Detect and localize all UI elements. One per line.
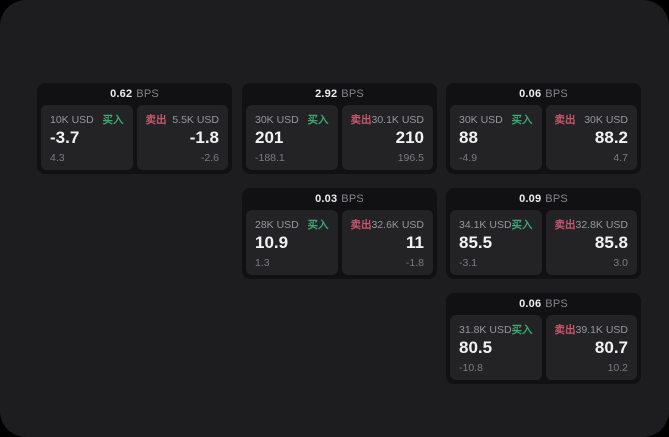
sell-size-label: 32.6K USD (371, 219, 425, 231)
sell-side-label: 卖出 (554, 324, 576, 336)
quote-card: 0.09 BPS 34.1K USD 买入 85.5 -3.1 卖出 32.8K… (446, 188, 641, 279)
quote-panels: 34.1K USD 买入 85.5 -3.1 卖出 32.8K USD 85.8… (450, 210, 637, 275)
buy-quote-panel[interactable]: 10K USD 买入 -3.7 4.3 (41, 105, 133, 170)
sell-price: 85.8 (594, 233, 628, 252)
sell-sub-value: -1.8 (405, 257, 424, 269)
sell-price: 210 (395, 128, 424, 147)
buy-price: 10.9 (255, 233, 289, 252)
quote-panels: 10K USD 买入 -3.7 4.3 卖出 5.5K USD -1.8 -2.… (41, 105, 228, 170)
spread-value: 0.09 (519, 193, 542, 205)
buy-quote-panel[interactable]: 28K USD 买入 10.9 1.3 (246, 210, 338, 275)
buy-sub-value: -10.8 (459, 362, 483, 374)
sell-quote-panel[interactable]: 卖出 5.5K USD -1.8 -2.6 (136, 105, 228, 170)
sell-side-label: 卖出 (554, 219, 576, 231)
buy-sub-value: 1.3 (255, 257, 270, 269)
buy-price: 201 (255, 128, 284, 147)
sell-quote-panel[interactable]: 卖出 32.8K USD 85.8 3.0 (545, 210, 637, 275)
buy-price: 88 (459, 128, 478, 147)
buy-sub-value: -3.1 (459, 257, 478, 269)
buy-sub-value: -4.9 (459, 152, 478, 164)
sell-quote-panel[interactable]: 卖出 30.1K USD 210 196.5 (341, 105, 433, 170)
spread-value: 0.62 (110, 88, 133, 100)
buy-price: -3.7 (50, 128, 80, 147)
quote-card: 0.06 BPS 31.8K USD 买入 80.5 -10.8 卖出 39.1… (446, 293, 641, 384)
spread-unit-bps: BPS (545, 193, 568, 205)
buy-side-label: 买入 (102, 114, 124, 126)
sell-side-label: 卖出 (554, 114, 576, 126)
sell-side-label: 卖出 (350, 114, 372, 126)
spread-value: 0.06 (519, 88, 542, 100)
quote-panels: 30K USD 买入 88 -4.9 卖出 30K USD 88.2 4.7 (450, 105, 637, 170)
buy-quote-panel[interactable]: 31.8K USD 买入 80.5 -10.8 (450, 315, 542, 380)
quote-card: 2.92 BPS 30K USD 买入 201 -188.1 卖出 30.1K … (242, 83, 437, 174)
sell-sub-value: 3.0 (613, 257, 628, 269)
sell-sub-value: 196.5 (397, 152, 424, 164)
sell-size-label: 39.1K USD (575, 324, 629, 336)
sell-quote-panel[interactable]: 卖出 30K USD 88.2 4.7 (545, 105, 637, 170)
buy-price: 80.5 (459, 338, 493, 357)
buy-side-label: 买入 (511, 324, 533, 336)
spread-header: 0.06 BPS (450, 293, 637, 315)
spread-value: 2.92 (315, 88, 338, 100)
sell-price: 88.2 (594, 128, 628, 147)
spread-unit-bps: BPS (545, 88, 568, 100)
spread-header: 0.06 BPS (450, 83, 637, 105)
buy-size-label: 30K USD (255, 114, 299, 126)
buy-side-label: 买入 (511, 219, 533, 231)
quote-panels: 30K USD 买入 201 -188.1 卖出 30.1K USD 210 1… (246, 105, 433, 170)
buy-quote-panel[interactable]: 30K USD 买入 201 -188.1 (246, 105, 338, 170)
buy-size-label: 10K USD (50, 114, 94, 126)
spread-unit-bps: BPS (136, 88, 159, 100)
sell-sub-value: 10.2 (607, 362, 628, 374)
quote-panels: 31.8K USD 买入 80.5 -10.8 卖出 39.1K USD 80.… (450, 315, 637, 380)
sell-side-label: 卖出 (145, 114, 167, 126)
buy-size-label: 34.1K USD (459, 219, 512, 231)
sell-sub-value: 4.7 (613, 152, 628, 164)
spread-unit-bps: BPS (341, 88, 364, 100)
spread-value: 0.06 (519, 298, 542, 310)
quote-card: 0.03 BPS 28K USD 买入 10.9 1.3 卖出 32.6K US… (242, 188, 437, 279)
spread-header: 2.92 BPS (246, 83, 433, 105)
sell-price: 80.7 (594, 338, 628, 357)
buy-sub-value: 4.3 (50, 152, 65, 164)
sell-size-label: 30K USD (584, 114, 628, 126)
spread-unit-bps: BPS (545, 298, 568, 310)
sell-size-label: 30.1K USD (371, 114, 425, 126)
sell-price: -1.8 (189, 128, 219, 147)
sell-price: 11 (406, 233, 424, 252)
buy-side-label: 买入 (307, 114, 329, 126)
sell-size-label: 32.8K USD (575, 219, 629, 231)
spread-value: 0.03 (315, 193, 338, 205)
buy-size-label: 28K USD (255, 219, 299, 231)
buy-sub-value: -188.1 (255, 152, 285, 164)
quote-card: 0.62 BPS 10K USD 买入 -3.7 4.3 卖出 5.5K USD… (37, 83, 232, 174)
sell-quote-panel[interactable]: 卖出 32.6K USD 11 -1.8 (341, 210, 433, 275)
buy-quote-panel[interactable]: 30K USD 买入 88 -4.9 (450, 105, 542, 170)
sell-size-label: 5.5K USD (172, 114, 219, 126)
sell-side-label: 卖出 (350, 219, 372, 231)
spread-header: 0.62 BPS (41, 83, 228, 105)
spread-header: 0.09 BPS (450, 188, 637, 210)
buy-side-label: 买入 (511, 114, 533, 126)
buy-size-label: 30K USD (459, 114, 503, 126)
buy-quote-panel[interactable]: 34.1K USD 买入 85.5 -3.1 (450, 210, 542, 275)
quote-card: 0.06 BPS 30K USD 买入 88 -4.9 卖出 30K USD 8… (446, 83, 641, 174)
sell-sub-value: -2.6 (200, 152, 219, 164)
spread-header: 0.03 BPS (246, 188, 433, 210)
sell-quote-panel[interactable]: 卖出 39.1K USD 80.7 10.2 (545, 315, 637, 380)
buy-size-label: 31.8K USD (459, 324, 512, 336)
quote-panels: 28K USD 买入 10.9 1.3 卖出 32.6K USD 11 -1.8 (246, 210, 433, 275)
buy-side-label: 买入 (307, 219, 329, 231)
buy-price: 85.5 (459, 233, 493, 252)
spread-unit-bps: BPS (341, 193, 364, 205)
